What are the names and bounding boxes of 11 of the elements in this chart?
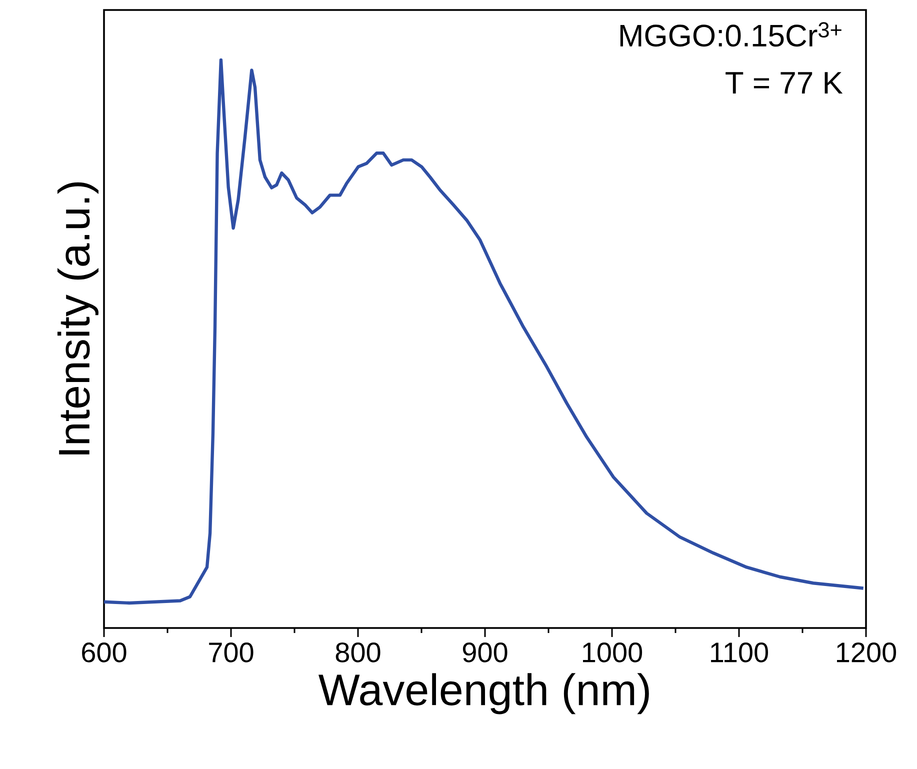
x-tick-label: 800 — [336, 642, 380, 662]
x-tick-label: 1100 — [711, 642, 768, 662]
annotation: T = 77 K — [726, 72, 843, 94]
x-tick-label: 1200 — [837, 642, 896, 662]
text: MGGO:0.15Cr$^{3+}$ — [620, 22, 842, 47]
y-axis-title: Intensity (a.u.) — [57, 182, 98, 454]
x-tick-label: 1000 — [583, 642, 642, 662]
x-tick-label: 900 — [462, 642, 508, 662]
x-tick-label: 700 — [209, 642, 254, 662]
x-axis-title: Wavelength (nm) — [318, 673, 649, 714]
x-tick-label: 600 — [82, 642, 126, 662]
